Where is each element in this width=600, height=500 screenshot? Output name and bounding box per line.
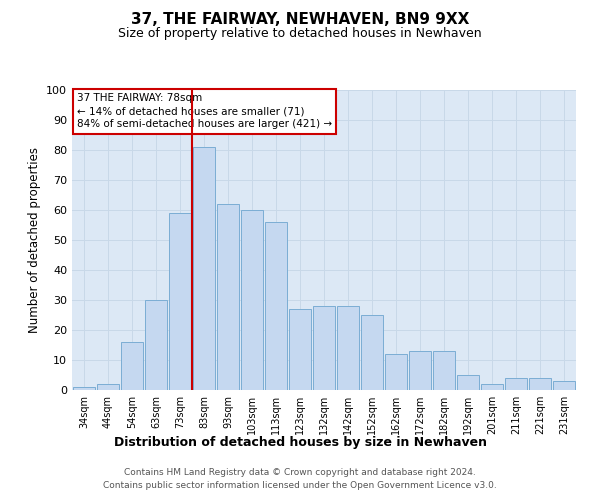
Bar [121, 342, 143, 390]
Text: 37, THE FAIRWAY, NEWHAVEN, BN9 9XX: 37, THE FAIRWAY, NEWHAVEN, BN9 9XX [131, 12, 469, 28]
Text: Size of property relative to detached houses in Newhaven: Size of property relative to detached ho… [118, 28, 482, 40]
Bar [313, 306, 335, 390]
Bar [73, 387, 95, 390]
Bar [145, 300, 167, 390]
Bar [241, 210, 263, 390]
Bar [193, 147, 215, 390]
Text: Distribution of detached houses by size in Newhaven: Distribution of detached houses by size … [113, 436, 487, 449]
Bar [289, 309, 311, 390]
Bar [337, 306, 359, 390]
Bar [409, 351, 431, 390]
Text: Contains HM Land Registry data © Crown copyright and database right 2024.: Contains HM Land Registry data © Crown c… [124, 468, 476, 477]
Bar [433, 351, 455, 390]
Bar [553, 381, 575, 390]
Bar [361, 315, 383, 390]
Bar [457, 375, 479, 390]
Text: Contains public sector information licensed under the Open Government Licence v3: Contains public sector information licen… [103, 480, 497, 490]
Bar [265, 222, 287, 390]
Bar [217, 204, 239, 390]
Bar [97, 384, 119, 390]
Bar [505, 378, 527, 390]
Bar [385, 354, 407, 390]
Bar [529, 378, 551, 390]
Bar [169, 213, 191, 390]
Text: 37 THE FAIRWAY: 78sqm
← 14% of detached houses are smaller (71)
84% of semi-deta: 37 THE FAIRWAY: 78sqm ← 14% of detached … [77, 93, 332, 130]
Bar [481, 384, 503, 390]
Y-axis label: Number of detached properties: Number of detached properties [28, 147, 41, 333]
